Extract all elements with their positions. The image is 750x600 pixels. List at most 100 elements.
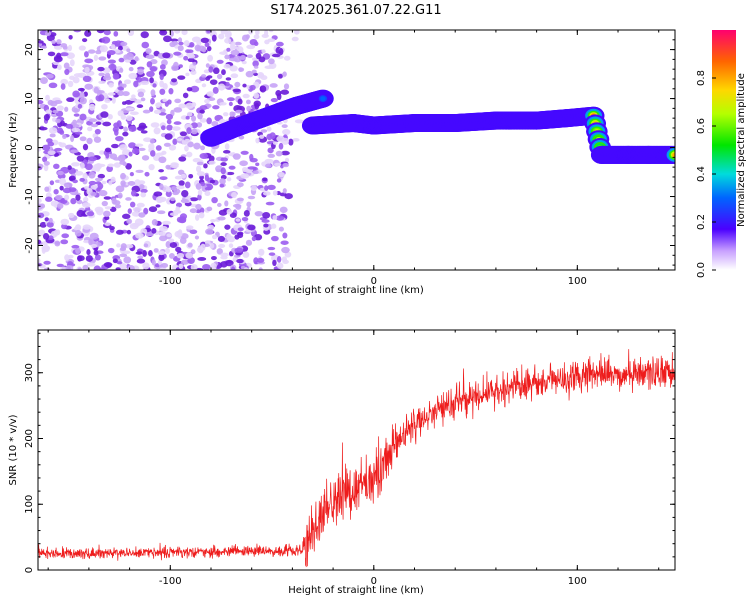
noise-speckle [97,66,105,72]
noise-speckle [107,247,115,254]
noise-speckle [218,209,228,216]
noise-speckle [195,165,202,173]
noise-speckle [174,175,183,180]
noise-speckle [183,40,190,47]
noise-speckle [129,222,139,230]
noise-speckle [275,150,283,157]
noise-speckle [220,162,227,167]
noise-speckle [84,51,89,58]
noise-speckle [72,90,80,98]
noise-speckle [136,76,142,83]
noise-speckle [38,146,42,152]
noise-speckle [145,54,155,60]
noise-speckle [162,52,171,59]
noise-speckle [116,243,121,248]
noise-speckle [226,97,235,102]
noise-speckle [67,165,72,170]
noise-speckle [235,203,242,210]
noise-speckle [236,182,244,188]
noise-speckle [224,143,230,150]
noise-speckle [166,119,172,125]
noise-speckle [138,212,146,218]
noise-speckle [169,212,179,217]
noise-speckle [236,197,244,202]
noise-speckle [179,131,187,137]
noise-speckle [201,46,207,53]
noise-speckle [74,224,82,231]
y-tick-label: 200 [24,429,35,448]
noise-speckle [111,40,118,45]
noise-speckle [123,256,132,264]
noise-speckle [153,248,159,253]
noise-speckle [168,144,177,151]
noise-speckle [195,203,202,210]
noise-speckle [79,177,85,182]
noise-speckle [199,118,207,123]
noise-speckle [86,137,93,145]
noise-speckle [113,122,120,128]
noise-speckle [282,259,289,265]
noise-speckle [124,244,134,249]
snr-frame [37,329,676,571]
noise-speckle [212,67,220,75]
noise-speckle [82,75,92,83]
noise-speckle [50,200,59,207]
x-tick-label: -100 [159,576,182,587]
noise-speckle [178,103,187,109]
noise-speckle [84,83,94,90]
noise-speckle [84,66,90,73]
noise-speckle [120,180,126,187]
noise-speckle [138,122,147,129]
noise-speckle [67,44,73,52]
noise-speckle [129,97,137,102]
noise-speckle [194,44,201,52]
noise-speckle [216,59,224,64]
noise-speckle [186,195,192,199]
noise-speckle [176,216,184,223]
noise-speckle [77,255,83,262]
noise-speckle [111,143,119,149]
noise-speckle [246,201,252,208]
noise-speckle [170,38,179,42]
noise-speckle [84,58,94,64]
noise-speckle [168,238,175,243]
noise-speckle [159,73,164,81]
noise-speckle [104,222,111,226]
noise-speckle [201,83,207,88]
noise-speckle [230,49,240,56]
noise-speckle [111,43,116,50]
noise-speckle [281,246,290,254]
noise-speckle [97,163,106,168]
noise-speckle [187,257,195,265]
spectrogram-ylabel: Frequency (Hz) [8,112,19,188]
noise-speckle [189,208,198,214]
noise-speckle [175,246,182,253]
noise-speckle [270,223,277,229]
noise-speckle [131,211,141,217]
noise-speckle [103,30,111,36]
noise-speckle [105,152,110,159]
noise-speckle [82,224,92,230]
noise-speckle [175,206,180,212]
noise-speckle [240,150,249,155]
noise-speckle [178,156,187,162]
noise-speckle [272,141,278,145]
noise-speckle [220,157,229,162]
noise-speckle [205,63,210,68]
noise-speckle [131,94,136,99]
noise-speckle [56,263,64,268]
noise-speckle [74,170,84,176]
noise-speckle [53,152,60,157]
noise-speckle [121,149,131,156]
colorbar-tick-label: 0.8 [696,70,707,86]
noise-speckle [276,262,284,269]
noise-speckle [98,80,106,84]
noise-speckle [40,45,47,49]
noise-speckle [159,235,168,242]
noise-speckle [126,229,132,235]
noise-speckle [158,156,167,164]
noise-speckle [107,163,115,168]
noise-speckle [57,64,62,71]
